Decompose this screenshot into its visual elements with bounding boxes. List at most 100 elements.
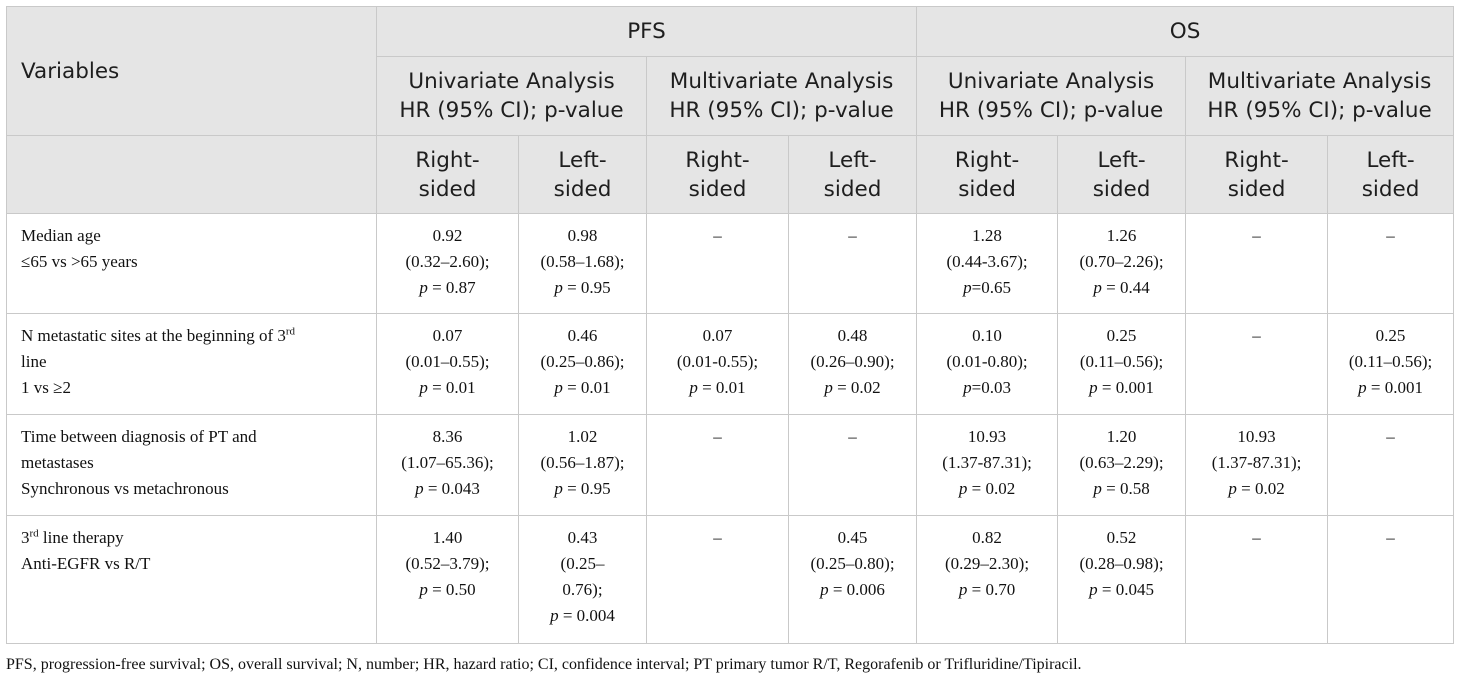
- value-line: p=0.65: [963, 278, 1011, 297]
- value-line: (1.07–65.36);: [401, 453, 494, 472]
- value-line: 0.98: [567, 226, 598, 245]
- value-line: 1.40: [432, 528, 463, 547]
- value-line: p = 0.02: [824, 378, 881, 397]
- value-cell: 0.43 (0.25– 0.76); p = 0.004: [518, 515, 647, 644]
- value-line: –: [1386, 226, 1395, 245]
- value-line: p = 0.01: [419, 378, 476, 397]
- value-line: p = 0.001: [1089, 378, 1154, 397]
- value-cell: –: [1327, 515, 1455, 644]
- value-line: (0.25–0.86);: [540, 352, 625, 371]
- value-line: p = 0.95: [554, 278, 611, 297]
- value-line: p = 0.043: [415, 479, 480, 498]
- value-line: p=0.03: [963, 378, 1011, 397]
- pfs-multivariate-header: Multivariate Analysis HR (95% CI); p-valu…: [645, 56, 918, 136]
- value-line: –: [713, 427, 722, 446]
- value-cell: 1.02 (0.56–1.87); p = 0.95: [518, 414, 647, 516]
- value-line: 0.07: [432, 326, 463, 345]
- value-line: 1.26: [1106, 226, 1137, 245]
- right-sided-header: Right-sided: [376, 135, 519, 214]
- value-cell: –: [1185, 515, 1329, 644]
- value-cell: 1.26 (0.70–2.26); p = 0.44: [1057, 213, 1187, 314]
- value-line: (0.01-0.55);: [676, 352, 759, 371]
- value-cell: –: [646, 213, 789, 314]
- value-line: (0.25–0.80);: [810, 554, 895, 573]
- value-cell: 10.93 (1.37-87.31); p = 0.02: [916, 414, 1059, 516]
- variable-cell: Time between diagnosis of PT and metastas…: [6, 414, 377, 516]
- variable-cell: N metastatic sites at the beginning of 3…: [6, 313, 377, 415]
- value-line: 0.52: [1106, 528, 1137, 547]
- variable-cell: 3rd line therapy Anti-EGFR vs R/T: [6, 515, 377, 644]
- value-line: (0.26–0.90);: [810, 352, 895, 371]
- value-line: (0.58–1.68);: [540, 252, 625, 271]
- value-line: –: [1252, 226, 1261, 245]
- value-line: (0.56–1.87);: [540, 453, 625, 472]
- pfs-header: PFS: [375, 6, 918, 57]
- right-sided-header: Right-sided: [1185, 135, 1329, 214]
- table-row: N metastatic sites at the beginning of 3…: [6, 313, 1455, 415]
- value-line: p = 0.50: [419, 580, 476, 599]
- value-line: (1.37-87.31);: [942, 453, 1032, 472]
- value-line: p = 0.58: [1093, 479, 1150, 498]
- value-cell: –: [1327, 414, 1455, 516]
- value-cell: 1.28 (0.44-3.67); p=0.65: [916, 213, 1059, 314]
- os-univariate-header: Univariate Analysis HR (95% CI); p-value: [916, 56, 1187, 136]
- variable-cell: Median age ≤65 vs >65 years: [6, 213, 377, 314]
- value-line: p = 0.01: [554, 378, 611, 397]
- left-sided-header: Left-sided: [518, 135, 647, 214]
- value-line: (0.44-3.67);: [946, 252, 1028, 271]
- blank-header-cell: [6, 135, 377, 214]
- value-cell: –: [1185, 213, 1329, 314]
- right-sided-header: Right-sided: [646, 135, 789, 214]
- value-line: p = 0.95: [554, 479, 611, 498]
- value-line: 0.07: [702, 326, 733, 345]
- value-line: 0.82: [972, 528, 1002, 547]
- value-cell: 0.07 (0.01-0.55); p = 0.01: [646, 313, 789, 415]
- value-line: p = 0.004: [550, 606, 615, 625]
- value-cell: –: [787, 414, 918, 516]
- table-row: Time between diagnosis of PT and metastas…: [6, 414, 1455, 516]
- table-body: Median age ≤65 vs >65 years 0.92 (0.32–2.6…: [6, 213, 1455, 644]
- value-cell: –: [787, 213, 918, 314]
- table-header: Variables PFS OS Univariate Analysis HR (…: [6, 6, 1455, 214]
- value-line: 0.76);: [562, 580, 603, 599]
- value-cell: 0.10 (0.01-0.80); p=0.03: [916, 313, 1059, 415]
- value-line: p = 0.70: [958, 580, 1016, 599]
- table-row: Median age ≤65 vs >65 years 0.92 (0.32–2.6…: [6, 213, 1455, 314]
- os-header: OS: [916, 6, 1455, 57]
- value-line: 1.20: [1106, 427, 1137, 446]
- value-cell: –: [1185, 313, 1329, 415]
- value-cell: 0.92 (0.32–2.60); p = 0.87: [376, 213, 519, 314]
- value-line: 0.48: [837, 326, 868, 345]
- value-line: (0.70–2.26);: [1079, 252, 1164, 271]
- value-line: –: [848, 427, 857, 446]
- value-line: p = 0.87: [419, 278, 476, 297]
- value-line: p = 0.001: [1358, 378, 1423, 397]
- value-line: –: [1252, 528, 1261, 547]
- value-line: 0.43: [567, 528, 598, 547]
- value-line: –: [1386, 528, 1395, 547]
- table-footnote: PFS, progression-free survival; OS, over…: [6, 656, 1082, 673]
- value-cell: 0.98 (0.58–1.68); p = 0.95: [518, 213, 647, 314]
- value-line: –: [1386, 427, 1395, 446]
- value-line: 0.10: [972, 326, 1002, 345]
- value-line: 0.46: [567, 326, 598, 345]
- value-line: –: [1252, 326, 1261, 345]
- table-row: 3rd line therapy Anti-EGFR vs R/T 1.40 (0.…: [6, 515, 1455, 644]
- value-line: (0.32–2.60);: [405, 252, 490, 271]
- value-cell: 10.93 (1.37-87.31); p = 0.02: [1185, 414, 1329, 516]
- value-line: 10.93: [1237, 427, 1276, 446]
- value-line: (0.28–0.98);: [1079, 554, 1164, 573]
- value-line: p = 0.02: [958, 479, 1016, 498]
- value-line: 0.92: [432, 226, 463, 245]
- value-line: 10.93: [967, 427, 1007, 446]
- value-line: 1.02: [567, 427, 598, 446]
- right-sided-header: Right-sided: [916, 135, 1059, 214]
- os-multivariate-header: Multivariate Analysis HR (95% CI); p-valu…: [1185, 56, 1455, 136]
- value-cell: 0.25 (0.11–0.56); p = 0.001: [1057, 313, 1187, 415]
- value-line: p = 0.045: [1089, 580, 1154, 599]
- value-line: p = 0.01: [689, 378, 746, 397]
- value-line: 0.25: [1375, 326, 1406, 345]
- pfs-univariate-header: Univariate Analysis HR (95% CI); p-value: [376, 56, 647, 136]
- left-sided-header: Left-sided: [787, 135, 918, 214]
- value-line: (0.01–0.55);: [405, 352, 490, 371]
